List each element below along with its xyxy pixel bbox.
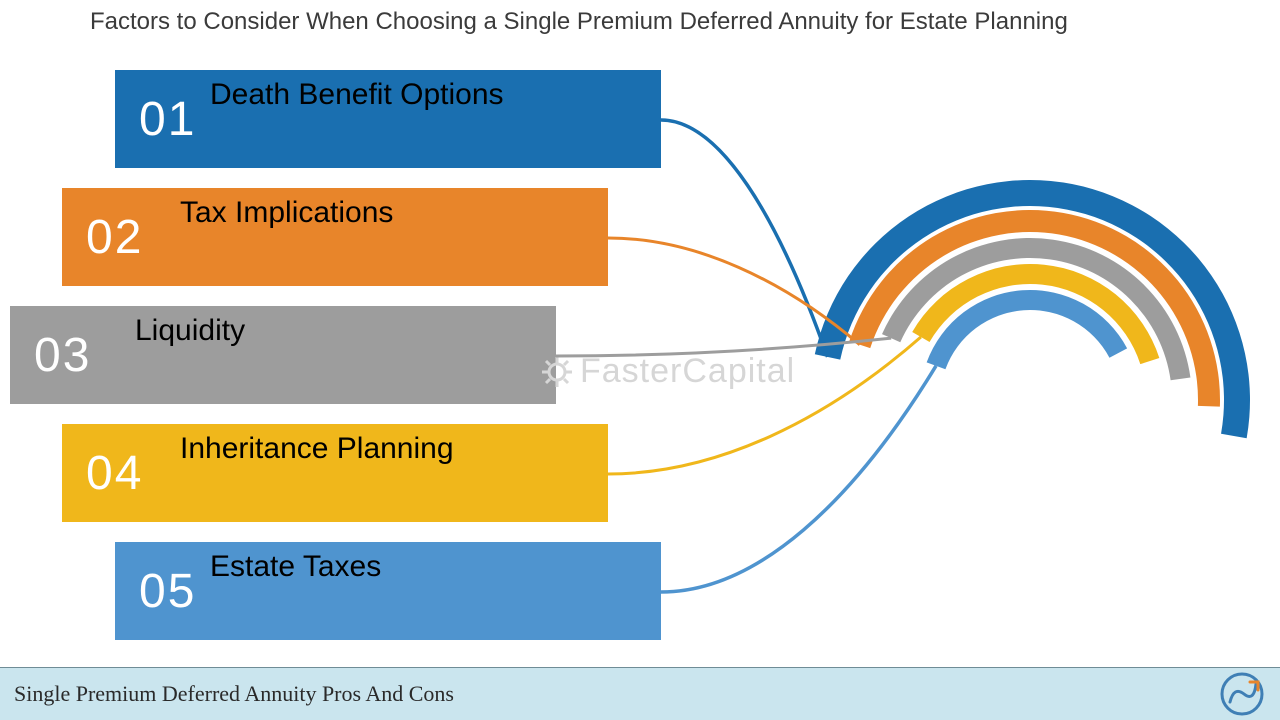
swirl-arc [815, 180, 1250, 438]
factor-bar-05: 05 Estate Taxes [115, 542, 661, 640]
swirl-arc [912, 264, 1159, 364]
factor-label: Liquidity [135, 314, 245, 348]
factor-number: 03 [34, 328, 91, 383]
swirl-arc [927, 290, 1127, 369]
factor-label: Tax Implications [180, 196, 393, 230]
factor-label: Estate Taxes [210, 550, 381, 584]
factor-label: Death Benefit Options [210, 78, 504, 112]
watermark-text: FasterCapital [580, 352, 795, 391]
footer-bar: Single Premium Deferred Annuity Pros And… [0, 667, 1280, 720]
factor-bar-03: 03 Liquidity [10, 306, 556, 404]
swirl-arc [882, 238, 1190, 380]
factor-number: 02 [86, 210, 143, 265]
connector-line [661, 120, 828, 357]
connector-line [661, 366, 936, 592]
factor-number: 05 [139, 564, 196, 619]
factor-number: 04 [86, 446, 143, 501]
factor-bar-02: 02 Tax Implications [62, 188, 608, 286]
connector-line [608, 238, 860, 345]
page-title: Factors to Consider When Choosing a Sing… [90, 8, 1068, 36]
factor-bar-01: 01 Death Benefit Options [115, 70, 661, 168]
page: Factors to Consider When Choosing a Sing… [0, 0, 1280, 720]
footer-text: Single Premium Deferred Annuity Pros And… [14, 681, 454, 707]
gear-icon [540, 355, 574, 389]
factor-bar-04: 04 Inheritance Planning [62, 424, 608, 522]
swirl-arc [849, 210, 1220, 407]
factor-label: Inheritance Planning [180, 432, 454, 466]
watermark: FasterCapital [540, 352, 795, 391]
brand-logo-icon [1220, 672, 1264, 716]
factor-number: 01 [139, 92, 196, 147]
